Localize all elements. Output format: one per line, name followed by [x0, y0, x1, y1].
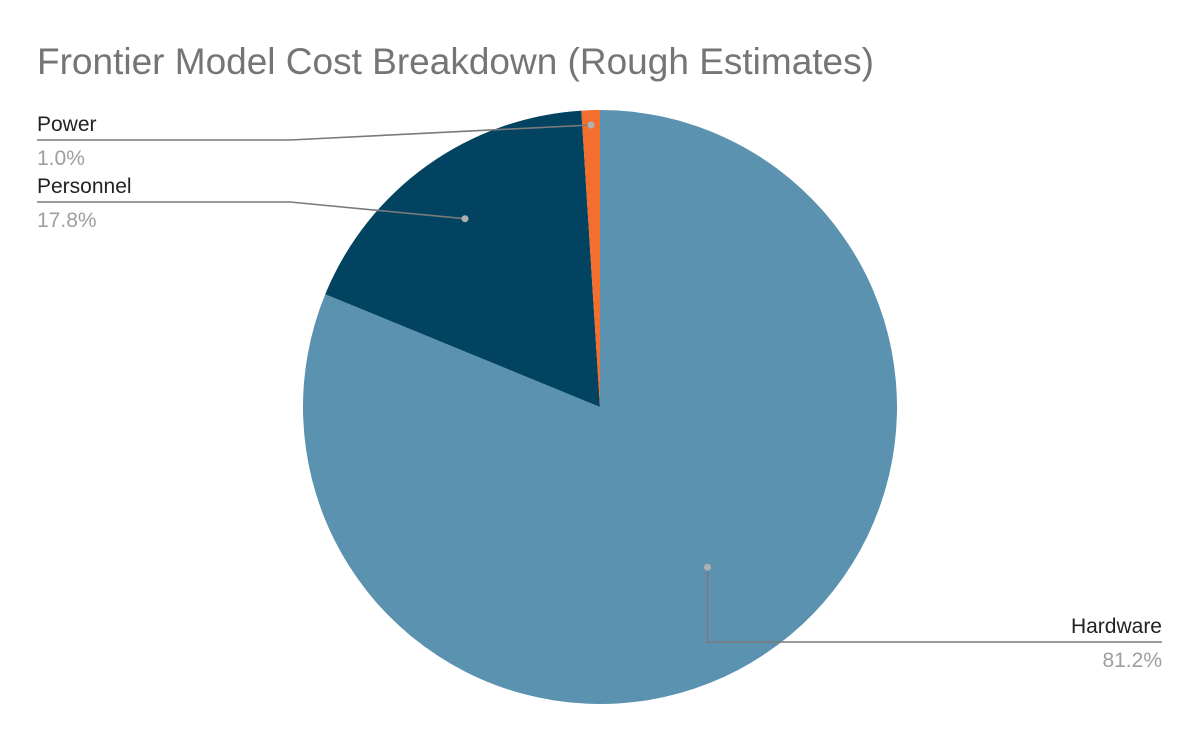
leader-dot-power — [587, 121, 595, 129]
slice-label-power: Power — [37, 113, 97, 136]
leader-dot-hardware — [704, 563, 711, 571]
pie-slice-hardware[interactable] — [302, 110, 897, 704]
slice-value-hardware: 81.2% — [1102, 649, 1162, 672]
slice-value-personnel: 17.8% — [37, 209, 97, 232]
leader-line-hardware — [706, 567, 1162, 643]
slice-label-personnel: Personnel — [37, 175, 132, 198]
pie-slice-personnel[interactable] — [325, 110, 600, 407]
chart-title: Frontier Model Cost Breakdown (Rough Est… — [37, 41, 874, 82]
slice-label-hardware: Hardware — [1071, 615, 1162, 638]
leader-line-personnel — [37, 201, 466, 220]
pie-slice-power[interactable] — [581, 110, 600, 407]
pie-slices — [302, 110, 897, 704]
slice-value-power: 1.0% — [37, 147, 85, 170]
leader-dot-personnel — [461, 215, 469, 223]
leader-line-power — [37, 124, 592, 141]
pie-labels: Hardware 81.2% Personnel 17.8% Power 1.0% — [37, 113, 1162, 672]
